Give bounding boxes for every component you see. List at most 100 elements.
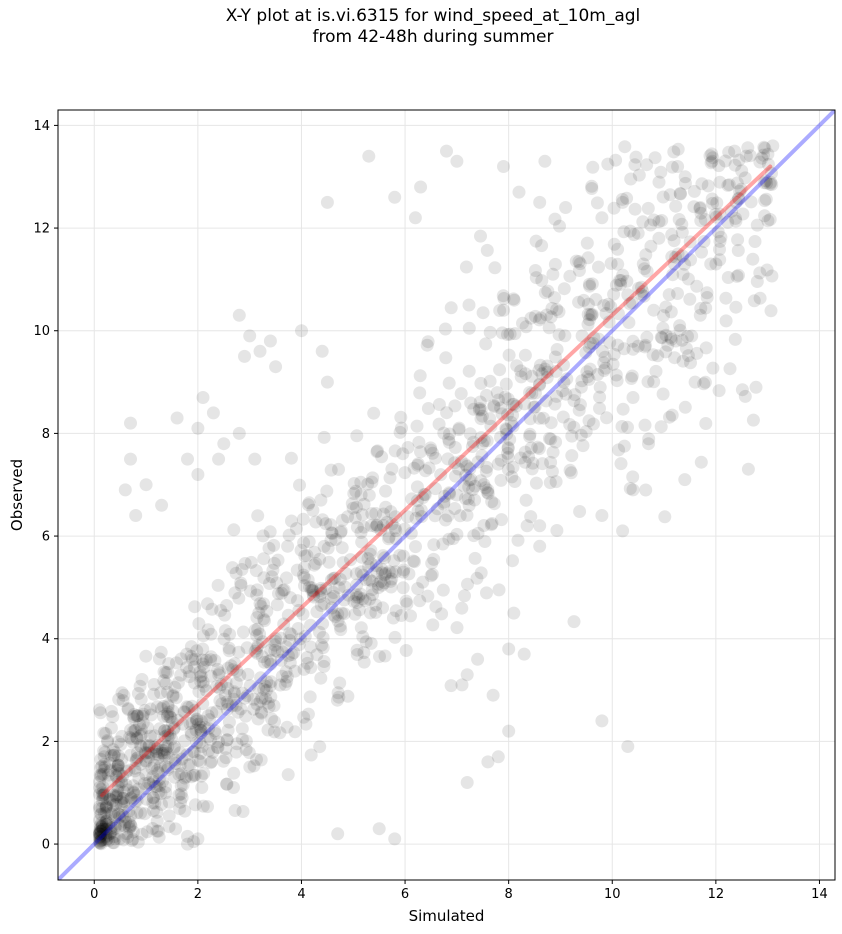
scatter-point [142, 739, 156, 753]
scatter-point [356, 592, 370, 606]
scatter-point [480, 460, 494, 474]
scatter-point [324, 592, 338, 605]
scatter-point [379, 500, 393, 514]
scatter-point [723, 362, 737, 376]
scatter-point [429, 600, 443, 614]
scatter-point [465, 440, 479, 453]
scatter-point [411, 582, 425, 596]
scatter-point [581, 297, 595, 311]
scatter-point [616, 195, 630, 209]
scatter-point [321, 541, 335, 555]
scatter-point [98, 757, 112, 771]
scatter-point [314, 599, 328, 612]
scatter-point [214, 604, 228, 617]
scatter-point [518, 455, 532, 469]
scatter-point [374, 574, 388, 588]
scatter-point [129, 509, 143, 522]
scatter-point [450, 154, 464, 168]
scatter-point [765, 269, 779, 283]
scatter-point [93, 836, 107, 850]
scatter-point [459, 492, 472, 505]
scatter-point [124, 416, 137, 430]
scatter-point [258, 679, 272, 693]
scatter-point [567, 394, 581, 408]
scatter-point [210, 740, 224, 754]
scatter-point [194, 714, 208, 728]
scatter-point [760, 176, 774, 190]
scatter-point [639, 248, 653, 262]
scatter-point [519, 493, 533, 507]
scatter-point [305, 581, 319, 595]
scatter-point [186, 653, 199, 666]
scatter-point [298, 549, 312, 563]
scatter-point [197, 660, 211, 674]
scatter-point [243, 329, 257, 343]
scatter-point [183, 717, 197, 731]
scatter-point [628, 202, 642, 216]
scatter-point [364, 556, 378, 570]
scatter-point [133, 679, 147, 693]
scatter-point [501, 442, 515, 455]
scatter-point [333, 572, 347, 586]
scatter-point [386, 611, 400, 625]
scatter-point [126, 785, 140, 799]
scatter-point [375, 578, 389, 592]
scatter-point [496, 289, 510, 303]
scatter-point [675, 225, 689, 239]
scatter-point [533, 539, 547, 553]
scatter-point [474, 566, 488, 580]
scatter-point [558, 329, 572, 343]
scatter-point [738, 171, 752, 185]
scatter-point [596, 344, 609, 358]
scatter-point [396, 581, 410, 595]
scatter-point [99, 822, 113, 836]
scatter-point [632, 168, 646, 182]
scatter-point [567, 420, 581, 434]
scatter-point [393, 425, 407, 439]
scatter-point [400, 597, 414, 611]
scatter-point [211, 578, 225, 592]
scatter-point [712, 384, 726, 398]
scatter-point [462, 473, 476, 487]
scatter-point [108, 822, 122, 835]
scatter-point [475, 409, 489, 423]
scatter-point [210, 705, 223, 719]
scatter-point [517, 647, 531, 661]
scatter-point [131, 782, 145, 796]
scatter-point [380, 515, 394, 529]
scatter-point [159, 677, 173, 691]
scatter-point [507, 292, 520, 306]
line-layer [58, 110, 835, 880]
scatter-point [508, 327, 522, 341]
scatter-point [222, 644, 236, 658]
scatter-point [484, 419, 498, 433]
scatter-point [161, 763, 174, 777]
scatter-point [219, 742, 233, 756]
scatter-point [196, 657, 210, 671]
scatter-point [232, 645, 246, 659]
scatter-point [109, 768, 123, 782]
scatter-point [93, 824, 107, 838]
scatter-point [208, 654, 222, 667]
scatter-point [174, 652, 188, 666]
scatter-point [644, 218, 658, 232]
scatter-point [662, 288, 676, 302]
scatter-point [138, 745, 152, 759]
scatter-point [728, 158, 742, 172]
scatter-point [583, 279, 597, 293]
scatter-point [253, 627, 267, 641]
scatter-point [263, 334, 277, 348]
scatter-point [365, 507, 379, 521]
scatter-point [174, 795, 187, 809]
scatter-point [101, 768, 115, 782]
scatter-point [168, 753, 182, 767]
scatter-point [481, 486, 495, 500]
scatter-point [574, 380, 588, 394]
scatter-point [757, 140, 771, 154]
scatter-point [178, 734, 191, 748]
scatter-point [527, 400, 541, 414]
scatter-point [238, 691, 252, 705]
scatter-point [240, 641, 254, 655]
scatter-point [411, 457, 425, 471]
scatter-point [180, 700, 194, 714]
